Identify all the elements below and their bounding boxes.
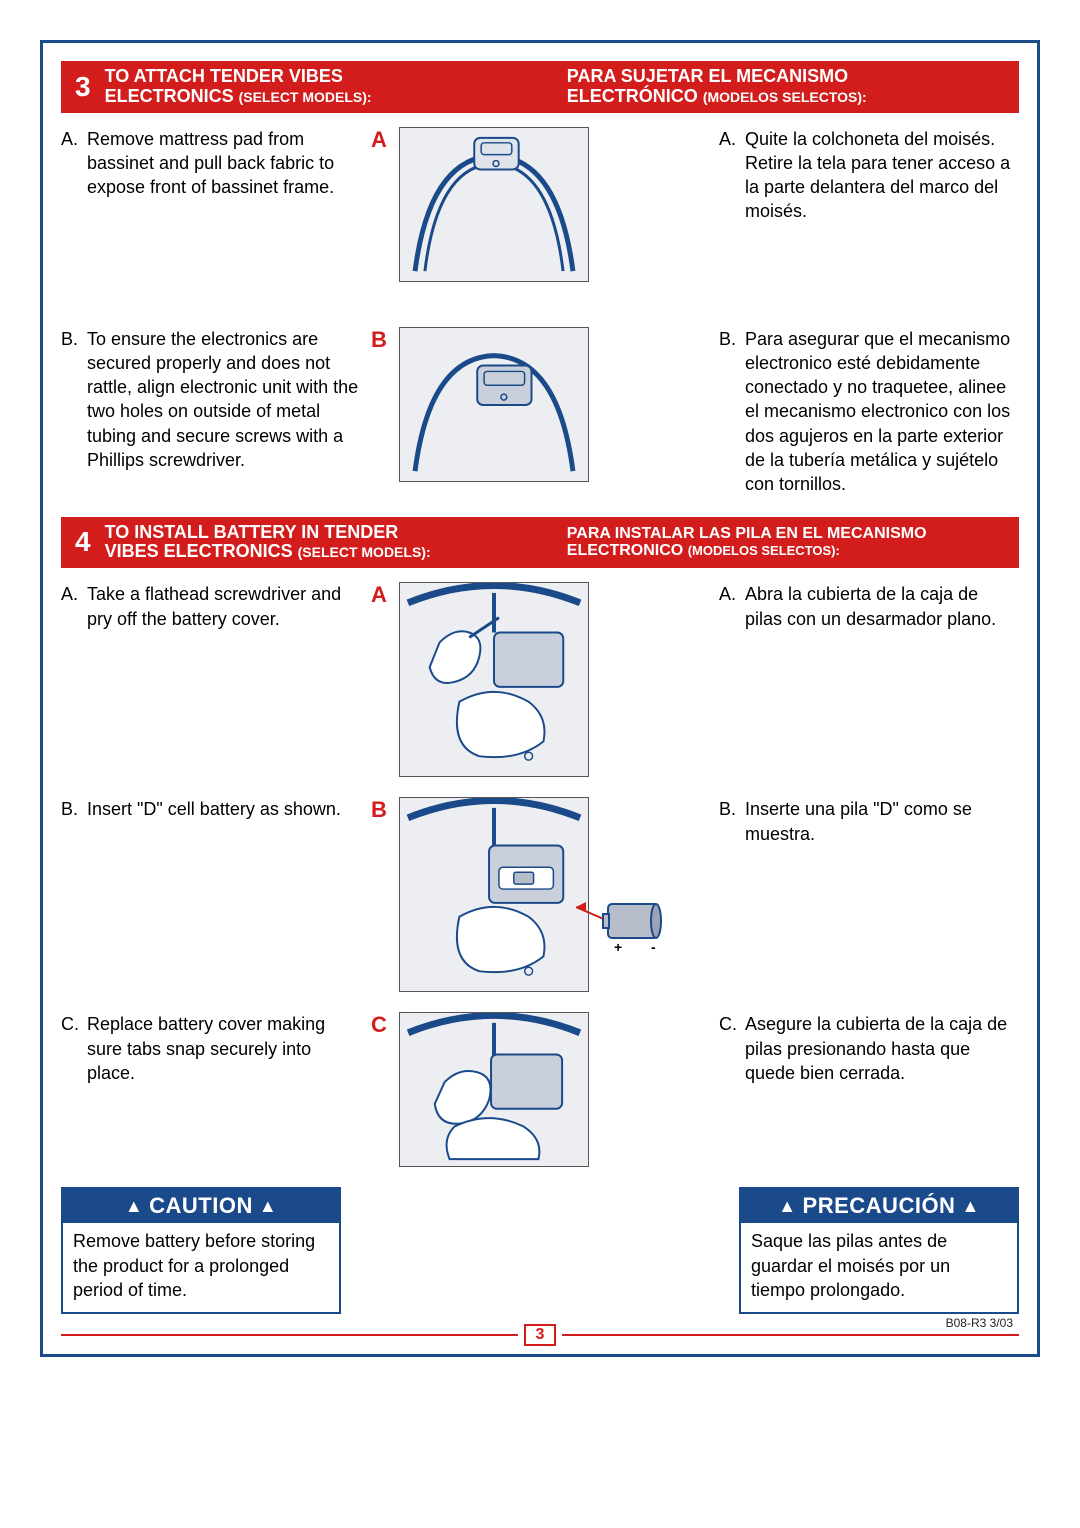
step-3a-es: A. Quite la colchoneta del moisés. Retir… [719, 127, 1019, 307]
image-label-3b: B [371, 327, 391, 353]
step-4c-en: C. Replace battery cover making sure tab… [61, 1012, 361, 1167]
illustration-3b [399, 327, 589, 482]
section-3-header: 3 TO ATTACH TENDER VIBES ELECTRONICS (SE… [61, 61, 1019, 113]
section-3-es-line2: ELECTRÓNICO (MODELOS SELECTOS): [567, 87, 1009, 107]
page-frame: 3 TO ATTACH TENDER VIBES ELECTRONICS (SE… [40, 40, 1040, 1357]
svg-text:+: + [614, 939, 622, 955]
step-3a-image-area: A [371, 127, 709, 307]
step-4c-es: C. Asegure la cubierta de la caja de pil… [719, 1012, 1019, 1167]
caution-header-es: ▲PRECAUCIÓN▲ [741, 1189, 1017, 1223]
section-4-en-line1: TO INSTALL BATTERY IN TENDER [105, 523, 547, 543]
step-4a-es: A. Abra la cubierta de la caja de pilas … [719, 582, 1019, 777]
section-4-es-line2: ELECTRONICO (MODELOS SELECTOS): [567, 542, 1009, 560]
svg-text:-: - [651, 939, 656, 955]
step-4b-image-area: B [371, 797, 709, 992]
step-4a-row: A. Take a flathead screwdriver and pry o… [61, 582, 1019, 777]
illustration-4b [399, 797, 589, 992]
caution-box-es: ▲PRECAUCIÓN▲ Saque las pilas antes de gu… [739, 1187, 1019, 1314]
step-4c-row: C. Replace battery cover making sure tab… [61, 1012, 1019, 1167]
section-3-title-es: PARA SUJETAR EL MECANISMO ELECTRÓNICO (M… [567, 67, 1009, 107]
section-4-title-en: TO INSTALL BATTERY IN TENDER VIBES ELECT… [105, 523, 567, 563]
section-3-body: A. Remove mattress pad from bassinet and… [61, 127, 1019, 497]
caution-box-en: ▲CAUTION▲ Remove battery before storing … [61, 1187, 341, 1314]
step-number-3: 3 [71, 67, 105, 107]
caution-body-es: Saque las pilas antes de guardar el mois… [741, 1223, 1017, 1312]
footer-rule-right [562, 1334, 1019, 1336]
section-4-es-line1: PARA INSTALAR LAS PILA EN EL MECANISMO [567, 525, 1009, 543]
warning-icon: ▲ [778, 1196, 796, 1217]
page-number: 3 [524, 1324, 557, 1346]
image-label-4b: B [371, 797, 391, 823]
image-label-4a: A [371, 582, 391, 608]
section-3-title-en: TO ATTACH TENDER VIBES ELECTRONICS (SELE… [105, 67, 567, 107]
step-3a-row: A. Remove mattress pad from bassinet and… [61, 127, 1019, 307]
step-3b-es: B. Para asegurar que el mecanismo electr… [719, 327, 1019, 497]
section-4-en-line2: VIBES ELECTRONICS (SELECT MODELS): [105, 542, 547, 562]
section-4-title-es: PARA INSTALAR LAS PILA EN EL MECANISMO E… [567, 523, 1009, 563]
illustration-4a [399, 582, 589, 777]
section-3-es-line1: PARA SUJETAR EL MECANISMO [567, 67, 1009, 87]
warning-icon: ▲ [259, 1196, 277, 1217]
illustration-4c [399, 1012, 589, 1167]
image-label-3a: A [371, 127, 391, 153]
battery-callout: + - [576, 892, 666, 967]
step-4c-image-area: C [371, 1012, 709, 1167]
step-4a-en: A. Take a flathead screwdriver and pry o… [61, 582, 361, 777]
warning-icon: ▲ [961, 1196, 979, 1217]
image-label-4c: C [371, 1012, 391, 1038]
section-4-body: A. Take a flathead screwdriver and pry o… [61, 582, 1019, 1167]
caution-header-en: ▲CAUTION▲ [63, 1189, 339, 1223]
doc-code: B08-R3 3/03 [946, 1316, 1013, 1330]
footer-bar: 3 [61, 1324, 1019, 1346]
section-3-en-line1: TO ATTACH TENDER VIBES [105, 67, 547, 87]
step-3b-image-area: B [371, 327, 709, 497]
warning-icon: ▲ [125, 1196, 143, 1217]
section-4-header: 4 TO INSTALL BATTERY IN TENDER VIBES ELE… [61, 517, 1019, 569]
step-3b-row: B. To ensure the electronics are secured… [61, 327, 1019, 497]
step-3a-en: A. Remove mattress pad from bassinet and… [61, 127, 361, 307]
section-3-en-line2: ELECTRONICS (SELECT MODELS): [105, 87, 547, 107]
step-3b-en: B. To ensure the electronics are secured… [61, 327, 361, 497]
step-4b-row: B. Insert "D" cell battery as shown. B [61, 797, 1019, 992]
caution-body-en: Remove battery before storing the produc… [63, 1223, 339, 1312]
step-4b-es: B. Inserte una pila "D" como se muestra. [719, 797, 1019, 992]
illustration-3a [399, 127, 589, 282]
caution-row: ▲CAUTION▲ Remove battery before storing … [61, 1187, 1019, 1314]
step-number-4: 4 [71, 523, 105, 563]
step-4b-en: B. Insert "D" cell battery as shown. [61, 797, 361, 992]
footer-rule-left [61, 1334, 518, 1336]
step-4a-image-area: A [371, 582, 709, 777]
